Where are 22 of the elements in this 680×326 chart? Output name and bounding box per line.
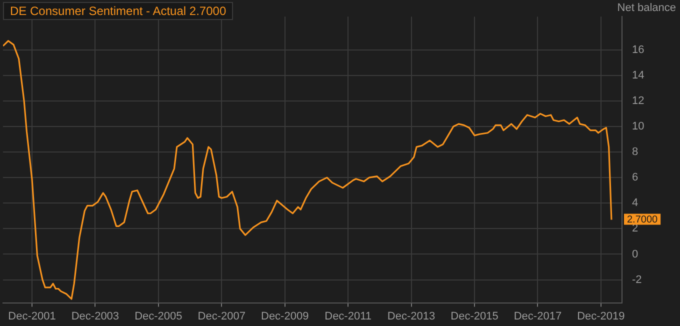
y-tick-label: 14 xyxy=(632,69,644,82)
y-tick-label: 8 xyxy=(632,146,638,158)
x-tick-label: Dec-2005 xyxy=(134,310,182,322)
x-tick-label: Dec-2001 xyxy=(8,310,56,322)
x-tick-label: Dec-2009 xyxy=(260,310,309,322)
y-tick-label: 4 xyxy=(632,197,638,210)
y-tick-label: 12 xyxy=(632,94,644,107)
x-tick-label: Dec-2013 xyxy=(387,310,436,322)
x-tick-label: Dec-2003 xyxy=(71,310,120,322)
x-tick-label: Dec-2011 xyxy=(324,310,372,322)
y-tick-label: 16 xyxy=(632,44,644,56)
y-tick-label: -2 xyxy=(632,274,642,286)
y-tick-label: 6 xyxy=(632,172,638,184)
x-tick-label: Dec-2019 xyxy=(577,310,625,322)
x-tick-label: Dec-2015 xyxy=(450,310,498,322)
y-axis-title: Net balance xyxy=(617,2,676,14)
x-tick-label: Dec-2007 xyxy=(198,310,246,322)
annotation: 2.7000 xyxy=(627,214,658,226)
chart-title: DE Consumer Sentiment - Actual 2.7000 xyxy=(3,2,234,20)
x-tick-label: Dec-2017 xyxy=(514,310,562,322)
y-tick-label: 0 xyxy=(632,248,638,260)
y-tick-label: 10 xyxy=(632,120,644,133)
